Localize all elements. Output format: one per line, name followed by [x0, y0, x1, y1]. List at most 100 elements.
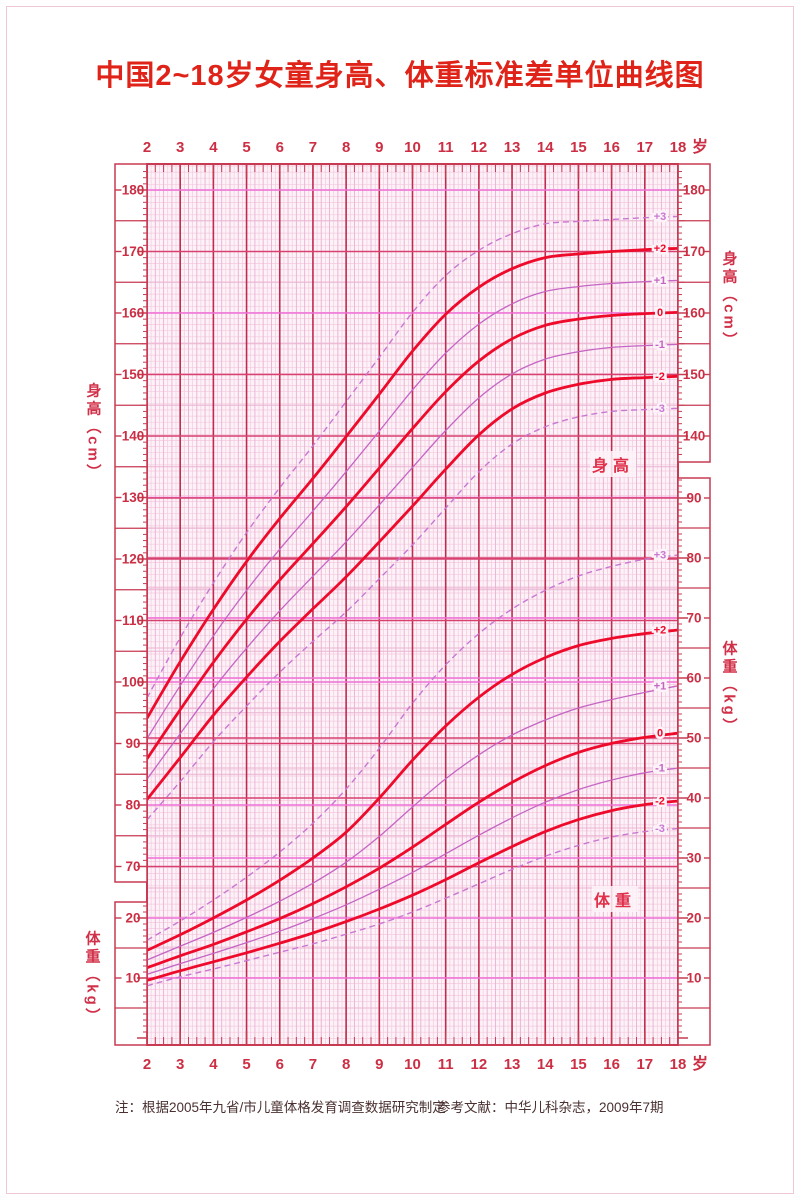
weight-curves-curve-+1 — [146, 685, 691, 961]
svg-text:3: 3 — [176, 139, 184, 156]
svg-text:+2: +2 — [654, 243, 667, 255]
svg-text:15: 15 — [570, 139, 587, 156]
svg-text:14: 14 — [537, 139, 554, 156]
svg-text:80: 80 — [125, 798, 140, 813]
height-curves-curve-0 — [145, 311, 691, 760]
right-height-axis-title: 身高（cm） — [720, 250, 738, 350]
svg-text:30: 30 — [686, 851, 701, 866]
svg-text:140: 140 — [683, 429, 706, 444]
svg-text:16: 16 — [603, 1056, 620, 1073]
svg-text:20: 20 — [125, 911, 140, 926]
top-age-axis: 2 3 4 5 6 7 8 9 10 11 12 13 14 15 16 17 18 岁 — [143, 137, 708, 178]
right-weight-axis-title: 体重（kg） — [720, 640, 738, 736]
svg-text:4: 4 — [209, 139, 218, 156]
height-curves-curve--3 — [146, 407, 691, 821]
right-weight-ruler: 90 80 70 60 50 40 30 20 10 — [677, 477, 711, 1046]
svg-text:12: 12 — [471, 1056, 488, 1073]
svg-text:4: 4 — [209, 1056, 218, 1073]
svg-text:140: 140 — [122, 429, 145, 444]
svg-text:40: 40 — [686, 791, 701, 806]
height-curves-curve-+3 — [146, 215, 691, 699]
svg-text:90: 90 — [125, 736, 140, 751]
right-height-ruler: 180 170 160 150 140 — [677, 163, 711, 463]
height-curves-curve--1 — [146, 343, 691, 780]
svg-text:岁: 岁 — [692, 1054, 708, 1073]
svg-text:-1: -1 — [655, 763, 665, 775]
svg-text:7: 7 — [309, 139, 317, 156]
svg-text:70: 70 — [125, 859, 140, 874]
svg-text:14: 14 — [537, 1056, 554, 1073]
svg-text:60: 60 — [686, 671, 701, 686]
svg-text:0: 0 — [657, 307, 663, 319]
svg-text:17: 17 — [636, 1056, 653, 1073]
weight-curves-curve-0 — [146, 731, 691, 970]
chart-title: 中国2~18岁女童身高、体重标准差单位曲线图 — [95, 60, 705, 92]
svg-text:160: 160 — [122, 306, 145, 321]
svg-text:18: 18 — [670, 139, 687, 156]
height-curves — [145, 215, 691, 821]
svg-text:13: 13 — [504, 139, 521, 156]
svg-text:180: 180 — [683, 183, 706, 198]
weight-curves-curve--3 — [146, 827, 691, 987]
svg-text:120: 120 — [122, 552, 145, 567]
svg-text:160: 160 — [683, 306, 706, 321]
svg-text:150: 150 — [122, 367, 145, 382]
svg-text:6: 6 — [276, 1056, 284, 1073]
svg-text:50: 50 — [686, 731, 701, 746]
svg-text:100: 100 — [122, 675, 145, 690]
svg-text:7: 7 — [309, 1056, 317, 1073]
svg-text:-2: -2 — [655, 796, 665, 808]
svg-text:+3: +3 — [654, 211, 667, 223]
grid-mid — [147, 164, 678, 1045]
svg-text:18: 18 — [670, 1056, 687, 1073]
svg-text:10: 10 — [686, 971, 701, 986]
svg-text:150: 150 — [683, 367, 706, 382]
svg-text:13: 13 — [504, 1056, 521, 1073]
svg-text:11: 11 — [438, 139, 454, 156]
svg-text:-3: -3 — [655, 403, 665, 415]
svg-text:16: 16 — [603, 139, 620, 156]
svg-text:-1: -1 — [655, 339, 665, 351]
weight-curves-annotation: 体重 — [591, 886, 639, 912]
svg-text:20: 20 — [686, 911, 701, 926]
svg-text:110: 110 — [122, 613, 144, 628]
svg-text:5: 5 — [242, 1056, 250, 1073]
svg-text:10: 10 — [404, 139, 421, 156]
svg-text:15: 15 — [570, 1056, 587, 1073]
height-curves-annotation: 身高 — [589, 451, 637, 477]
svg-text:130: 130 — [122, 490, 145, 505]
svg-text:+1: +1 — [654, 275, 667, 287]
weight-curves-curve-+3 — [146, 554, 691, 941]
svg-text:-3: -3 — [655, 823, 665, 835]
svg-text:9: 9 — [375, 1056, 383, 1073]
svg-text:3: 3 — [176, 1056, 184, 1073]
left-weight-axis-title: 体重（kg） — [83, 930, 101, 1026]
source-note: 注：根据2005年九省/市儿童体格发育调查数据研究制定 — [115, 1100, 446, 1115]
weight-curves-curve--1 — [146, 767, 691, 976]
left-height-ruler: 180 170 160 150 140 130 120 110 100 90 80 70 — [114, 163, 148, 883]
svg-text:12: 12 — [471, 139, 488, 156]
weight-curves-curve-+2 — [146, 628, 691, 952]
weight-curves-curve--2 — [146, 799, 691, 982]
svg-text:90: 90 — [686, 491, 701, 506]
height-curves-curve-+1 — [146, 279, 691, 739]
svg-text:2: 2 — [143, 1056, 151, 1073]
svg-text:8: 8 — [342, 1056, 350, 1073]
svg-text:-2: -2 — [655, 371, 665, 383]
svg-text:70: 70 — [686, 611, 701, 626]
reference-note: 参考文献：中华儿科杂志，2009年7期 — [437, 1100, 664, 1115]
svg-text:+2: +2 — [654, 625, 667, 637]
svg-text:+3: +3 — [654, 550, 667, 562]
svg-text:8: 8 — [342, 139, 350, 156]
svg-text:5: 5 — [242, 139, 250, 156]
height-curves-curve--2 — [145, 374, 691, 801]
svg-text:170: 170 — [683, 244, 706, 259]
bottom-age-axis: 2 3 4 5 6 7 8 9 10 11 12 13 14 15 16 17 18 岁 — [143, 1031, 708, 1073]
svg-text:9: 9 — [375, 139, 383, 156]
left-height-axis-title: 身高（cm） — [84, 382, 102, 482]
height-curves-curve-+2 — [145, 247, 691, 720]
svg-text:+1: +1 — [654, 680, 667, 692]
